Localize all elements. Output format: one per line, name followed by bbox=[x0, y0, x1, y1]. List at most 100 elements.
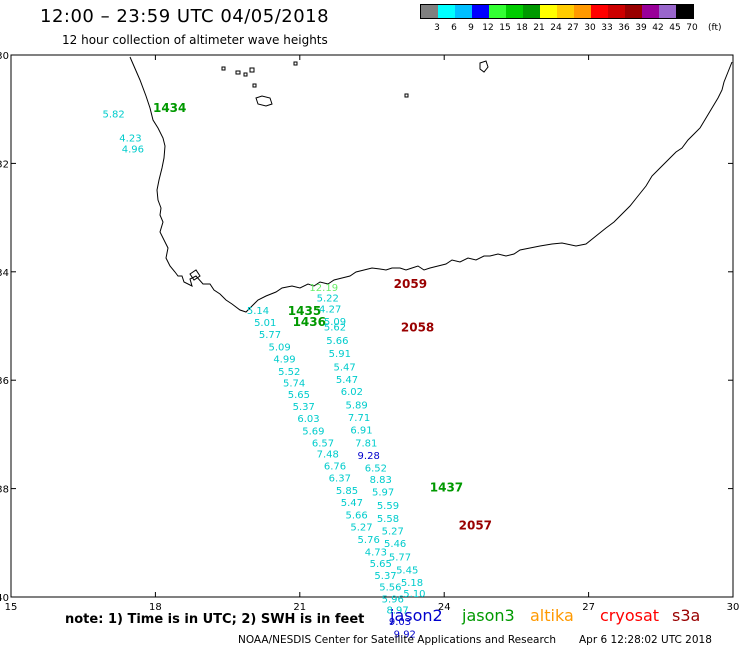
color-scale-tick-label: 12 bbox=[482, 23, 494, 33]
wave-height-label: 4.23 bbox=[119, 134, 141, 145]
wave-height-label: 6.76 bbox=[324, 462, 346, 473]
color-scale-tick-label: 39 bbox=[635, 23, 647, 33]
pass-id-label: 2057 bbox=[459, 518, 492, 532]
color-swatch bbox=[472, 5, 489, 18]
y-tick-label: -32 bbox=[0, 159, 9, 170]
wave-height-label: 5.62 bbox=[324, 322, 346, 333]
map-subtitle: 12 hour collection of altimeter wave hei… bbox=[62, 33, 328, 47]
wave-height-label: 4.27 bbox=[319, 304, 341, 315]
footer-timestamp: Apr 6 12:28:02 UTC 2018 bbox=[579, 634, 712, 646]
color-scale-unit: (ft) bbox=[708, 23, 722, 33]
color-swatch bbox=[676, 5, 693, 18]
wave-height-label: 7.81 bbox=[355, 438, 377, 449]
satellite-legend-item: altika bbox=[530, 606, 574, 625]
wave-height-label: 4.96 bbox=[122, 145, 144, 156]
wave-height-label: 12.19 bbox=[309, 283, 338, 294]
wave-height-label: 5.10 bbox=[403, 589, 425, 600]
color-swatch bbox=[438, 5, 455, 18]
x-axis-ticks: 15 18 21 24 27 30 bbox=[5, 55, 740, 613]
x-tick-label: 21 bbox=[293, 602, 306, 613]
wave-height-label: 5.85 bbox=[336, 486, 358, 497]
map-title: 12:00 – 23:59 UTC 04/05/2018 bbox=[40, 6, 330, 27]
wave-height-label: 6.91 bbox=[350, 425, 372, 436]
color-scale-tick-label: 21 bbox=[533, 23, 545, 33]
color-swatch bbox=[659, 5, 676, 18]
x-tick-label: 24 bbox=[438, 602, 451, 613]
wave-height-label: 5.76 bbox=[358, 535, 380, 546]
y-tick-label: -38 bbox=[0, 485, 9, 496]
wave-height-label: 5.65 bbox=[370, 559, 392, 570]
color-swatch bbox=[523, 5, 540, 18]
pass-id-label: 2059 bbox=[394, 277, 427, 291]
wave-height-label: 5.47 bbox=[333, 362, 355, 373]
color-swatch bbox=[608, 5, 625, 18]
color-swatch bbox=[489, 5, 506, 18]
wave-height-label: 8.83 bbox=[370, 475, 392, 486]
satellite-legend-item: s3a bbox=[672, 606, 701, 625]
color-scale-tick-label: 6 bbox=[451, 23, 457, 33]
satellite-legend-item: jason2 bbox=[390, 606, 443, 625]
islands bbox=[189, 60, 489, 281]
wave-height-label: 5.58 bbox=[377, 514, 399, 525]
color-scale-tick-label: 36 bbox=[618, 23, 630, 33]
wave-height-label: 6.37 bbox=[329, 474, 351, 485]
wave-height-label: 5.77 bbox=[259, 330, 281, 341]
wave-height-label: 5.47 bbox=[341, 498, 363, 509]
color-swatch bbox=[455, 5, 472, 18]
wave-height-label: 5.96 bbox=[382, 594, 404, 605]
x-tick-label: 18 bbox=[149, 602, 162, 613]
pass-id-label: 1434 bbox=[153, 101, 186, 115]
x-tick-label: 27 bbox=[582, 602, 595, 613]
pass-id-label: 1437 bbox=[430, 480, 463, 494]
coastline bbox=[129, 56, 733, 313]
wave-height-label: 5.45 bbox=[396, 566, 418, 577]
wave-height-label: 5.69 bbox=[302, 426, 324, 437]
wave-height-label: 7.71 bbox=[348, 413, 370, 424]
wave-height-label: 5.82 bbox=[102, 109, 124, 120]
color-scale-legend: 3 6 9 12 15 18 21 24 27 30 33 36 39 42 45 70 (ft) bbox=[420, 4, 726, 34]
wave-height-label: 6.03 bbox=[297, 414, 319, 425]
x-tick-label: 30 bbox=[727, 602, 740, 613]
color-scale-tick-label: 24 bbox=[550, 23, 562, 33]
note-text: note: 1) Time is in UTC; 2) SWH is in fe… bbox=[65, 612, 365, 627]
wave-height-label: 5.27 bbox=[382, 527, 404, 538]
wave-height-label: 5.27 bbox=[350, 522, 372, 533]
wave-height-label: 5.77 bbox=[389, 553, 411, 564]
wave-height-label: 6.52 bbox=[365, 463, 387, 474]
y-tick-label: -34 bbox=[0, 268, 9, 279]
satellite-legend-item: jason3 bbox=[462, 606, 515, 625]
pass-id-label: 1436 bbox=[293, 315, 326, 329]
color-scale-tick-label: 18 bbox=[516, 23, 528, 33]
wave-height-label: 5.66 bbox=[346, 510, 368, 521]
wave-height-label: 7.48 bbox=[317, 450, 339, 461]
color-scale-tick-label: 70 bbox=[686, 23, 698, 33]
color-scale-tick-label: 42 bbox=[652, 23, 664, 33]
wave-height-label: 9.92 bbox=[394, 630, 416, 641]
color-scale-swatches bbox=[420, 4, 694, 19]
color-swatch bbox=[540, 5, 557, 18]
y-tick-label: -40 bbox=[0, 593, 9, 604]
wave-height-label: 5.01 bbox=[254, 318, 276, 329]
wave-height-label: 6.57 bbox=[312, 438, 334, 449]
wave-height-label: 5.52 bbox=[278, 367, 300, 378]
map-frame bbox=[10, 54, 734, 598]
color-swatch bbox=[625, 5, 642, 18]
color-scale-tick-label: 30 bbox=[584, 23, 596, 33]
wave-height-label: 5.09 bbox=[324, 317, 346, 328]
wave-height-label: 5.91 bbox=[329, 349, 351, 360]
color-swatch bbox=[421, 5, 438, 18]
satellite-legend-item: cryosat bbox=[600, 606, 660, 625]
wave-height-label: 5.37 bbox=[293, 402, 315, 413]
color-swatch bbox=[557, 5, 574, 18]
wave-height-label: 6.02 bbox=[341, 387, 363, 398]
wave-height-label: 5.74 bbox=[283, 379, 305, 390]
wave-height-label: 5.65 bbox=[288, 390, 310, 401]
y-tick-label: -30 bbox=[0, 51, 9, 62]
wave-height-label: 5.37 bbox=[374, 571, 396, 582]
wave-height-label: 5.46 bbox=[384, 539, 406, 550]
color-swatch bbox=[574, 5, 591, 18]
color-scale-tick-label: 45 bbox=[669, 23, 681, 33]
